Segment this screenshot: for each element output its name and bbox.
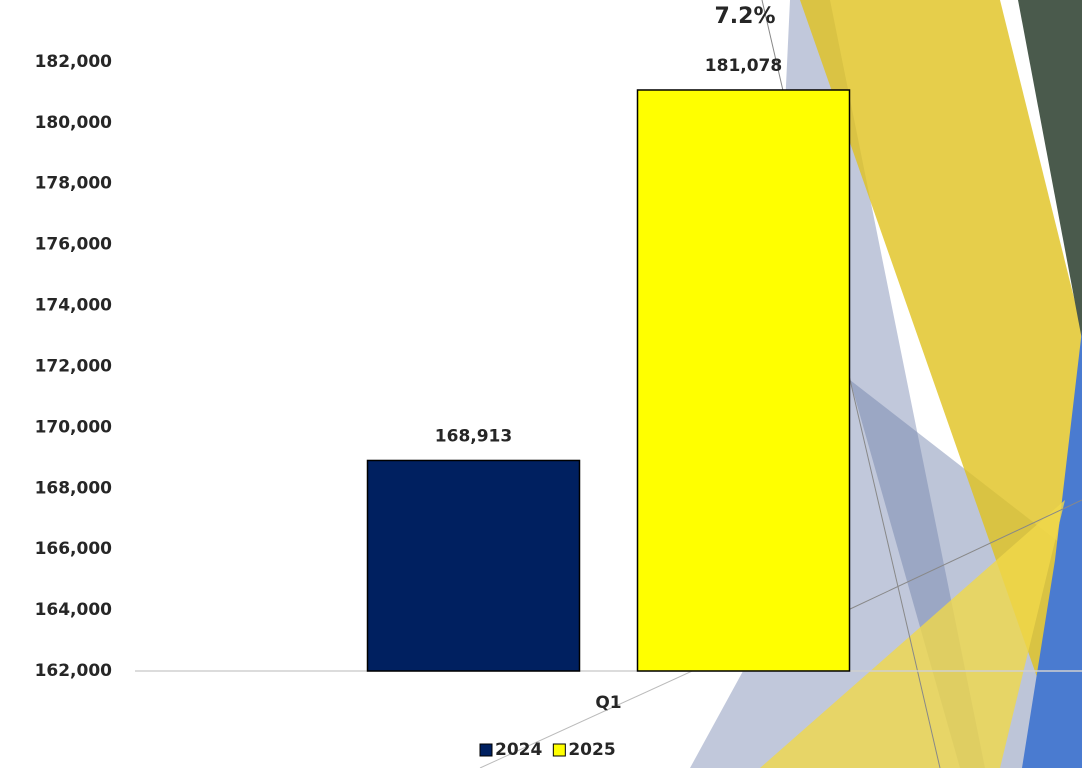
shape	[1022, 330, 1082, 768]
bar	[366, 459, 581, 672]
y-tick-label: 170,000	[35, 417, 113, 437]
y-tick-label: 180,000	[35, 113, 113, 133]
y-tick-label: 178,000	[35, 174, 113, 194]
data-label: 181,078	[705, 56, 782, 76]
deco-line	[847, 499, 1082, 611]
legend-swatch	[552, 743, 566, 757]
y-tick-label: 176,000	[35, 235, 113, 255]
y-tick-label: 182,000	[35, 52, 113, 72]
y-tick-label: 172,000	[35, 356, 113, 376]
x-tick-label: Q1	[595, 693, 621, 713]
shape	[760, 500, 1065, 768]
legend-swatch	[479, 743, 493, 757]
bar	[636, 89, 851, 672]
shape	[800, 0, 1082, 700]
y-tick-label: 162,000	[35, 661, 113, 681]
legend-label: 2024	[495, 740, 542, 760]
legend-label: 2025	[568, 740, 615, 760]
y-tick-label: 164,000	[35, 600, 113, 620]
annotation: 7.2%	[714, 4, 775, 29]
data-label: 168,913	[435, 426, 512, 446]
y-tick-label: 174,000	[35, 296, 113, 316]
y-tick-label: 168,000	[35, 478, 113, 498]
y-tick-label: 166,000	[35, 539, 113, 559]
shape	[1018, 0, 1082, 340]
